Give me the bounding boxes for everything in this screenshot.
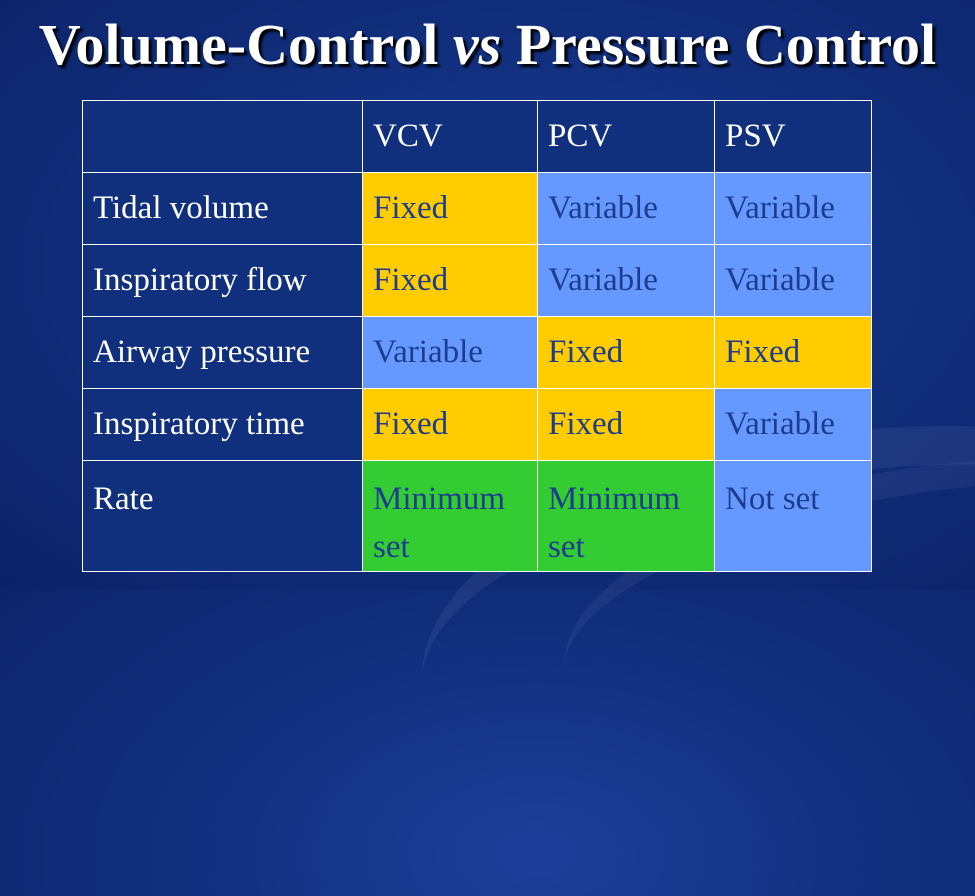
cell-rate-psv: Not set [714,460,872,572]
cell-airway-pressure-pcv: Fixed [537,316,715,389]
cell-rate-pcv: Minimum set [537,460,715,572]
cell-tidal-volume-pcv: Variable [537,172,715,245]
table-row: Inspiratory flow Fixed Variable Variable [82,244,872,317]
row-label-inspiratory-flow: Inspiratory flow [82,244,363,317]
header-row: VCV PCV PSV [82,100,872,173]
cell-inspiratory-flow-pcv: Variable [537,244,715,317]
header-psv: PSV [714,100,872,173]
cell-inspiratory-time-pcv: Fixed [537,388,715,461]
cell-airway-pressure-psv: Fixed [714,316,872,389]
comparison-table: VCV PCV PSV Tidal volume Fixed Variable … [82,100,872,572]
cell-inspiratory-time-vcv: Fixed [362,388,538,461]
header-pcv: PCV [537,100,715,173]
slide-title: Volume-Control vs Pressure Control [0,8,975,82]
cell-rate-vcv: Minimum set [362,460,538,572]
table-row: Airway pressure Variable Fixed Fixed [82,316,872,389]
title-part-2: Pressure Control [501,12,937,77]
cell-tidal-volume-vcv: Fixed [362,172,538,245]
title-vs: vs [452,12,502,77]
row-label-rate: Rate [82,460,363,572]
table-row: Rate Minimum set Minimum set Not set [82,460,872,572]
row-label-inspiratory-time: Inspiratory time [82,388,363,461]
table-row: Tidal volume Fixed Variable Variable [82,172,872,245]
row-label-airway-pressure: Airway pressure [82,316,363,389]
cell-airway-pressure-vcv: Variable [362,316,538,389]
header-corner [82,100,363,173]
cell-tidal-volume-psv: Variable [714,172,872,245]
cell-inspiratory-flow-vcv: Fixed [362,244,538,317]
table-row: Inspiratory time Fixed Fixed Variable [82,388,872,461]
cell-inspiratory-time-psv: Variable [714,388,872,461]
cell-inspiratory-flow-psv: Variable [714,244,872,317]
header-vcv: VCV [362,100,538,173]
title-part-1: Volume-Control [38,12,453,77]
row-label-tidal-volume: Tidal volume [82,172,363,245]
